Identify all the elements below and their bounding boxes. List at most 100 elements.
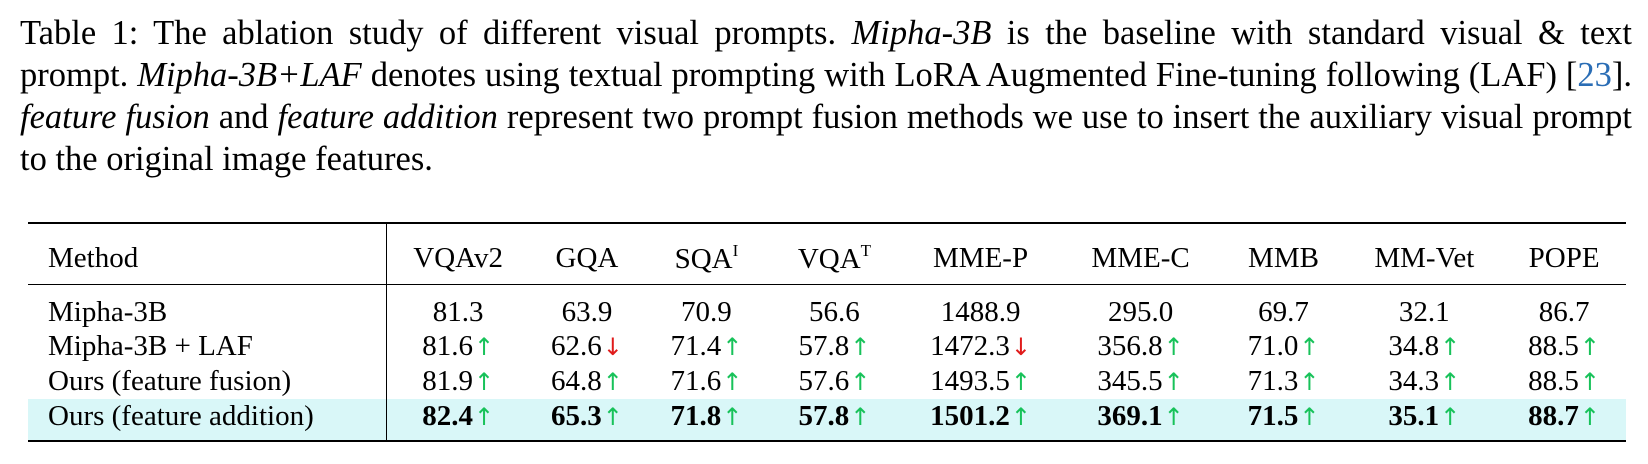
value-cell: 62.6↓ bbox=[529, 329, 644, 364]
arrow-up-icon: ↑ bbox=[1579, 333, 1601, 361]
arrow-up-icon: ↑ bbox=[1163, 403, 1184, 431]
column-header: SQAI bbox=[644, 222, 769, 285]
ablation-results-table: Method VQAv2 GQA SQAI VQAT MME-P MME-C MMB MM-V… bbox=[28, 222, 1626, 442]
value-text: 34.3 bbox=[1388, 365, 1440, 397]
arrow-up-icon: ↑ bbox=[722, 368, 743, 396]
value-cell: 32.1 bbox=[1346, 285, 1502, 330]
value-cell: 71.5↑ bbox=[1220, 399, 1347, 441]
value-cell: 56.6 bbox=[768, 285, 900, 330]
value-cell: 1501.2↑ bbox=[900, 399, 1061, 441]
value-cell: 71.3↑ bbox=[1221, 364, 1347, 399]
column-header: VQAT bbox=[768, 222, 901, 285]
arrow-up-icon: ↑ bbox=[850, 403, 871, 431]
value-cell: 81.9↑ bbox=[386, 364, 529, 399]
arrow-up-icon: ↑ bbox=[1163, 368, 1184, 396]
caption-text: ]. bbox=[1611, 56, 1632, 94]
arrow-up-icon: ↑ bbox=[473, 368, 495, 396]
arrow-up-icon: ↑ bbox=[1440, 368, 1461, 396]
table-body: Mipha-3B 81.3 63.9 70.9 56.6 1488.9 295.0 69.7 3… bbox=[28, 284, 1626, 441]
value-text: 356.8 bbox=[1097, 330, 1163, 362]
arrow-up-icon: ↑ bbox=[1010, 403, 1031, 431]
value-cell: 1488.9 bbox=[901, 285, 1061, 330]
value-cell: 369.1↑ bbox=[1060, 399, 1221, 441]
method-cell: Mipha-3B bbox=[28, 284, 387, 329]
method-header: Method bbox=[28, 222, 387, 285]
arrow-up-icon: ↑ bbox=[473, 403, 495, 431]
value-cell: 1493.5↑ bbox=[901, 364, 1061, 399]
column-header: MME-P bbox=[900, 222, 1061, 285]
arrow-up-icon: ↑ bbox=[1440, 403, 1461, 431]
citation-link[interactable]: 23 bbox=[1577, 56, 1612, 94]
column-header-label: POPE bbox=[1528, 241, 1600, 274]
value-text: 1493.5 bbox=[930, 365, 1010, 397]
value-text: 70.9 bbox=[681, 295, 732, 328]
arrow-up-icon: ↑ bbox=[602, 368, 623, 396]
table-caption: Table 1: The ablation study of different… bbox=[20, 12, 1632, 180]
caption-emphasis: feature addition bbox=[277, 98, 498, 136]
value-text: 88.5 bbox=[1528, 365, 1579, 397]
value-cell: 71.0↑ bbox=[1221, 329, 1347, 364]
value-cell: 86.7 bbox=[1502, 285, 1626, 330]
value-text: 34.8 bbox=[1388, 330, 1440, 362]
value-text: 369.1 bbox=[1097, 400, 1163, 432]
value-text: 295.0 bbox=[1107, 295, 1174, 328]
value-cell: 356.8↑ bbox=[1061, 329, 1221, 364]
column-header: POPE bbox=[1502, 222, 1626, 285]
value-cell: 57.6↑ bbox=[768, 364, 900, 399]
column-header: MM-Vet bbox=[1346, 222, 1503, 285]
value-cell: 63.9 bbox=[529, 285, 644, 330]
value-text: 71.6 bbox=[670, 365, 722, 397]
value-text: 1488.9 bbox=[940, 295, 1021, 328]
caption-emphasis: Mipha-3B+LAF bbox=[137, 56, 362, 94]
table-row: Mipha-3B 81.3 63.9 70.9 56.6 1488.9 295.0 69.7 3… bbox=[28, 284, 1626, 330]
results-table-container: Method VQAv2 GQA SQAI VQAT MME-P MME-C MMB MM-V… bbox=[28, 222, 1626, 442]
value-text: 82.4 bbox=[422, 400, 473, 432]
value-text: 65.3 bbox=[551, 400, 602, 432]
column-header: GQA bbox=[529, 222, 645, 285]
arrow-up-icon: ↑ bbox=[1010, 368, 1031, 396]
value-cell: 71.8↑ bbox=[644, 399, 769, 441]
value-text: 32.1 bbox=[1398, 295, 1450, 328]
value-cell: 81.3 bbox=[386, 285, 529, 330]
value-text: 57.6 bbox=[798, 365, 850, 397]
column-header-label: MMB bbox=[1248, 241, 1319, 274]
column-header-label: MME-P bbox=[933, 241, 1029, 274]
value-text: 88.5 bbox=[1528, 330, 1579, 362]
arrow-up-icon: ↑ bbox=[1163, 333, 1184, 361]
arrow-up-icon: ↑ bbox=[1579, 368, 1601, 396]
value-text: 57.8 bbox=[798, 330, 850, 362]
value-cell: 57.8↑ bbox=[768, 399, 901, 441]
value-text: 71.5 bbox=[1247, 400, 1299, 432]
arrow-up-icon: ↑ bbox=[1440, 333, 1461, 361]
value-cell: 82.4↑ bbox=[386, 399, 530, 441]
value-text: 86.7 bbox=[1538, 295, 1590, 328]
table-row: Mipha-3B + LAF 81.6↑ 62.6↓ 71.4↑ 57.8↑ 1472.3… bbox=[28, 329, 1626, 364]
caption-emphasis: feature fusion bbox=[20, 98, 210, 136]
value-text: 88.7 bbox=[1528, 400, 1579, 432]
value-text: 62.6 bbox=[551, 330, 602, 362]
value-text: 71.4 bbox=[670, 330, 722, 362]
arrow-up-icon: ↑ bbox=[1299, 368, 1320, 396]
value-text: 71.8 bbox=[670, 400, 722, 432]
method-cell: Mipha-3B + LAF bbox=[28, 329, 387, 364]
value-text: 69.7 bbox=[1258, 295, 1309, 328]
value-cell: 88.7↑ bbox=[1502, 399, 1626, 441]
arrow-down-icon: ↓ bbox=[602, 333, 623, 361]
value-text: 57.8 bbox=[798, 400, 850, 432]
value-cell: 295.0 bbox=[1061, 285, 1221, 330]
column-header-label: MM-Vet bbox=[1374, 241, 1475, 274]
value-cell: 88.5↑ bbox=[1502, 329, 1626, 364]
value-text: 71.3 bbox=[1247, 365, 1299, 397]
arrow-up-icon: ↑ bbox=[1299, 333, 1320, 361]
column-header-label: GQA bbox=[555, 241, 619, 274]
value-text: 64.8 bbox=[551, 365, 602, 397]
column-header-label: SQA bbox=[674, 242, 733, 275]
value-text: 81.6 bbox=[422, 330, 473, 362]
caption-text: denotes using textual prompting with LoR… bbox=[361, 56, 1578, 94]
arrow-up-icon: ↑ bbox=[473, 333, 495, 361]
column-header-label: MME-C bbox=[1091, 241, 1190, 274]
value-text: 345.5 bbox=[1097, 365, 1163, 397]
value-cell: 34.3↑ bbox=[1346, 364, 1502, 399]
arrow-up-icon: ↑ bbox=[850, 333, 871, 361]
arrow-up-icon: ↑ bbox=[1579, 403, 1601, 431]
